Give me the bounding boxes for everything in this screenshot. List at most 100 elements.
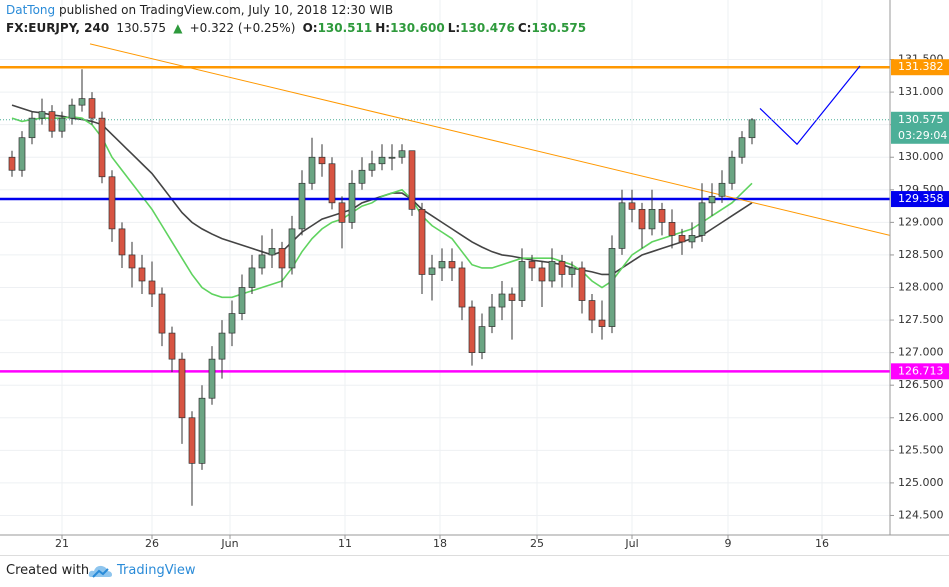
x-tick-label: 25	[530, 537, 544, 550]
ohlc-value: 130.600	[390, 21, 445, 35]
candle-body	[78, 98, 86, 106]
candle-body	[138, 267, 146, 282]
candle-body	[548, 261, 556, 282]
symbol-line: FX:EURJPY, 240 130.575 ▲ +0.322 (+0.25%)…	[6, 21, 592, 35]
countdown-label: 03:29:04	[898, 129, 947, 142]
candle-body	[538, 267, 546, 282]
candle-body	[488, 306, 496, 327]
plot	[0, 43, 891, 506]
last-header: 130.575	[116, 21, 166, 35]
y-tick-label: 126.500	[898, 378, 944, 391]
x-tick-label: 26	[145, 537, 159, 550]
candle-body	[678, 235, 686, 243]
candle-body	[408, 150, 416, 210]
candle-body	[388, 156, 396, 159]
candle-body	[278, 248, 286, 269]
candle-body	[118, 228, 126, 256]
y-tick-label: 125.500	[898, 443, 944, 456]
level-label: 126.713	[898, 364, 944, 377]
change: +0.322 (+0.25%)	[189, 21, 296, 35]
candle-body	[48, 111, 56, 132]
x-tick-label: Jul	[624, 537, 638, 550]
candle-body	[458, 267, 466, 308]
candle-body	[128, 254, 136, 269]
logo	[88, 565, 112, 578]
candle-body	[308, 156, 316, 184]
candle-body	[438, 261, 446, 269]
candle-body	[638, 208, 646, 230]
level-label-box	[891, 363, 949, 380]
candle-body	[498, 293, 506, 308]
footer-brand[interactable]: TradingView	[117, 563, 196, 578]
candle-body	[598, 319, 606, 327]
candle-body	[578, 267, 586, 301]
y-tick-label: 126.000	[898, 411, 944, 424]
y-tick-label: 130.000	[898, 150, 944, 163]
candle-body	[718, 182, 726, 197]
candle-body	[178, 358, 186, 419]
candle-body	[88, 98, 96, 119]
candle-body	[418, 208, 426, 275]
last-price-label: 130.575	[898, 113, 944, 126]
candle-body	[518, 261, 526, 301]
footer-created: Created with	[6, 563, 90, 578]
level-label: 129.358	[898, 192, 944, 205]
candle-body	[238, 287, 246, 314]
candle-body	[68, 104, 76, 119]
candle-body	[568, 267, 576, 275]
candle-body	[588, 300, 596, 321]
candle-body	[188, 417, 196, 464]
y-tick-label: 128.000	[898, 281, 944, 294]
candle-body	[398, 150, 406, 158]
candle-body	[358, 169, 366, 184]
candle-body	[328, 163, 336, 204]
published: published on TradingView.com, July 10, 2…	[58, 3, 394, 17]
level-label-box	[891, 59, 949, 76]
y-tick-label: 131.000	[898, 85, 944, 98]
candle-body	[368, 163, 376, 171]
y-tick-label: 124.500	[898, 508, 944, 521]
y-tick-label: 128.500	[898, 248, 944, 261]
moving-average	[11, 116, 753, 299]
candle-body	[658, 208, 666, 223]
x-tick-label: 18	[433, 537, 447, 550]
x-tick-label: 9	[725, 537, 732, 550]
candle-body	[688, 235, 696, 243]
author: DatTong	[6, 3, 56, 17]
candle-body	[298, 182, 306, 230]
x-tick-label: 21	[55, 537, 69, 550]
candle-body	[248, 267, 256, 288]
candle-body	[28, 117, 36, 139]
candle-body	[378, 156, 386, 165]
candle-body	[318, 156, 326, 165]
y-tick-label: 127.500	[898, 313, 944, 326]
candle-body	[158, 293, 166, 334]
ohlc-header: O:130.511 H:130.600 L:130.476 C:130.575	[303, 21, 590, 35]
candle-body	[748, 119, 756, 139]
ohlc-label: H:	[375, 21, 391, 35]
candle-body	[468, 306, 476, 353]
last-price-box	[891, 111, 949, 144]
candle-body	[428, 267, 436, 275]
candle-body	[708, 195, 716, 204]
symbol: FX:EURJPY, 240	[6, 21, 110, 35]
candle-body	[198, 397, 206, 464]
grid	[0, 0, 890, 535]
header-line: DatTong published on TradingView.com, Ju…	[6, 3, 396, 17]
x-tick-label: Jun	[220, 537, 238, 550]
candle-body	[268, 248, 276, 256]
level-label: 131.382	[898, 60, 944, 73]
y-tick-label: 127.000	[898, 346, 944, 359]
y-tick-label: 125.000	[898, 476, 944, 489]
ohlc-value: 130.575	[531, 21, 587, 35]
axes: 124.500 125.000 125.500 126.000 126.500 127.0…	[55, 53, 949, 550]
candle-body	[58, 117, 66, 132]
candle-body	[338, 202, 346, 223]
candle-body	[528, 261, 536, 269]
ohlc-label: L:	[447, 21, 461, 35]
ohlc-value: 130.476	[460, 21, 515, 35]
change-arrow: ▲	[173, 21, 183, 35]
candle-body	[98, 117, 106, 178]
candle-body	[448, 261, 456, 269]
